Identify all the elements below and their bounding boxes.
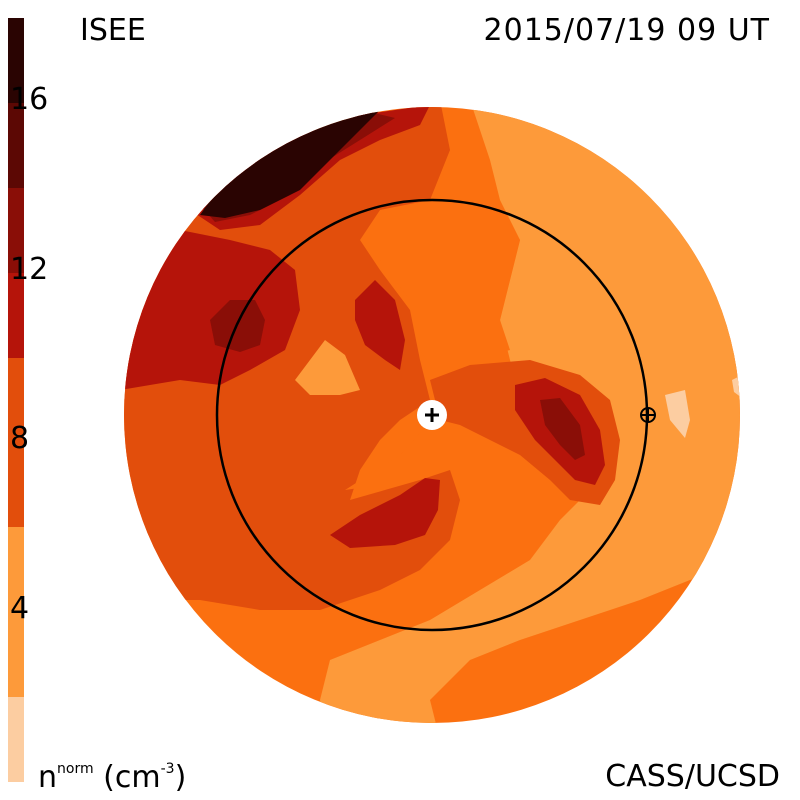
units-exponent: -3 xyxy=(160,761,175,777)
timestamp: 2015/07/19 09 UT xyxy=(483,13,770,48)
colorbar-level xyxy=(8,272,24,358)
credit-label: CASS/UCSD xyxy=(605,759,780,794)
map-title: ISEE xyxy=(80,13,146,48)
colorbar-tick-label: 4 xyxy=(10,591,30,627)
colorbar-level xyxy=(8,697,24,782)
units-symbol: n xyxy=(38,760,58,795)
units-paren-close: ) xyxy=(174,760,187,795)
colorbar-level xyxy=(8,187,24,273)
contour-red-lower xyxy=(330,478,440,548)
colorbar-tick-label: 12 xyxy=(10,251,49,287)
contour-red-topleft xyxy=(124,230,300,390)
units-superscript: norm xyxy=(57,761,94,777)
colorbar-tick-label: 8 xyxy=(10,421,30,457)
contour-mid-intrusion xyxy=(360,205,520,380)
contour-dark-left xyxy=(124,107,460,610)
contour-light-wedge xyxy=(295,340,360,395)
colorbar-level xyxy=(8,18,24,103)
units-paren-open: ( xyxy=(103,760,115,795)
colorbar xyxy=(8,18,24,782)
colorbar-level xyxy=(8,527,24,698)
contour-pale-right xyxy=(665,390,690,438)
contour-mid-center xyxy=(345,420,440,490)
contour-darkest-top xyxy=(200,107,390,218)
colorbar-tick-label: 16 xyxy=(10,81,49,117)
contour-deep-right xyxy=(540,398,585,460)
colorbar-units: nnorm (cm-3) xyxy=(38,762,186,793)
contour-red-upper xyxy=(355,280,405,370)
colorbar-level xyxy=(8,357,24,528)
units-unit: cm xyxy=(114,760,161,795)
colorbar-level xyxy=(8,102,24,188)
